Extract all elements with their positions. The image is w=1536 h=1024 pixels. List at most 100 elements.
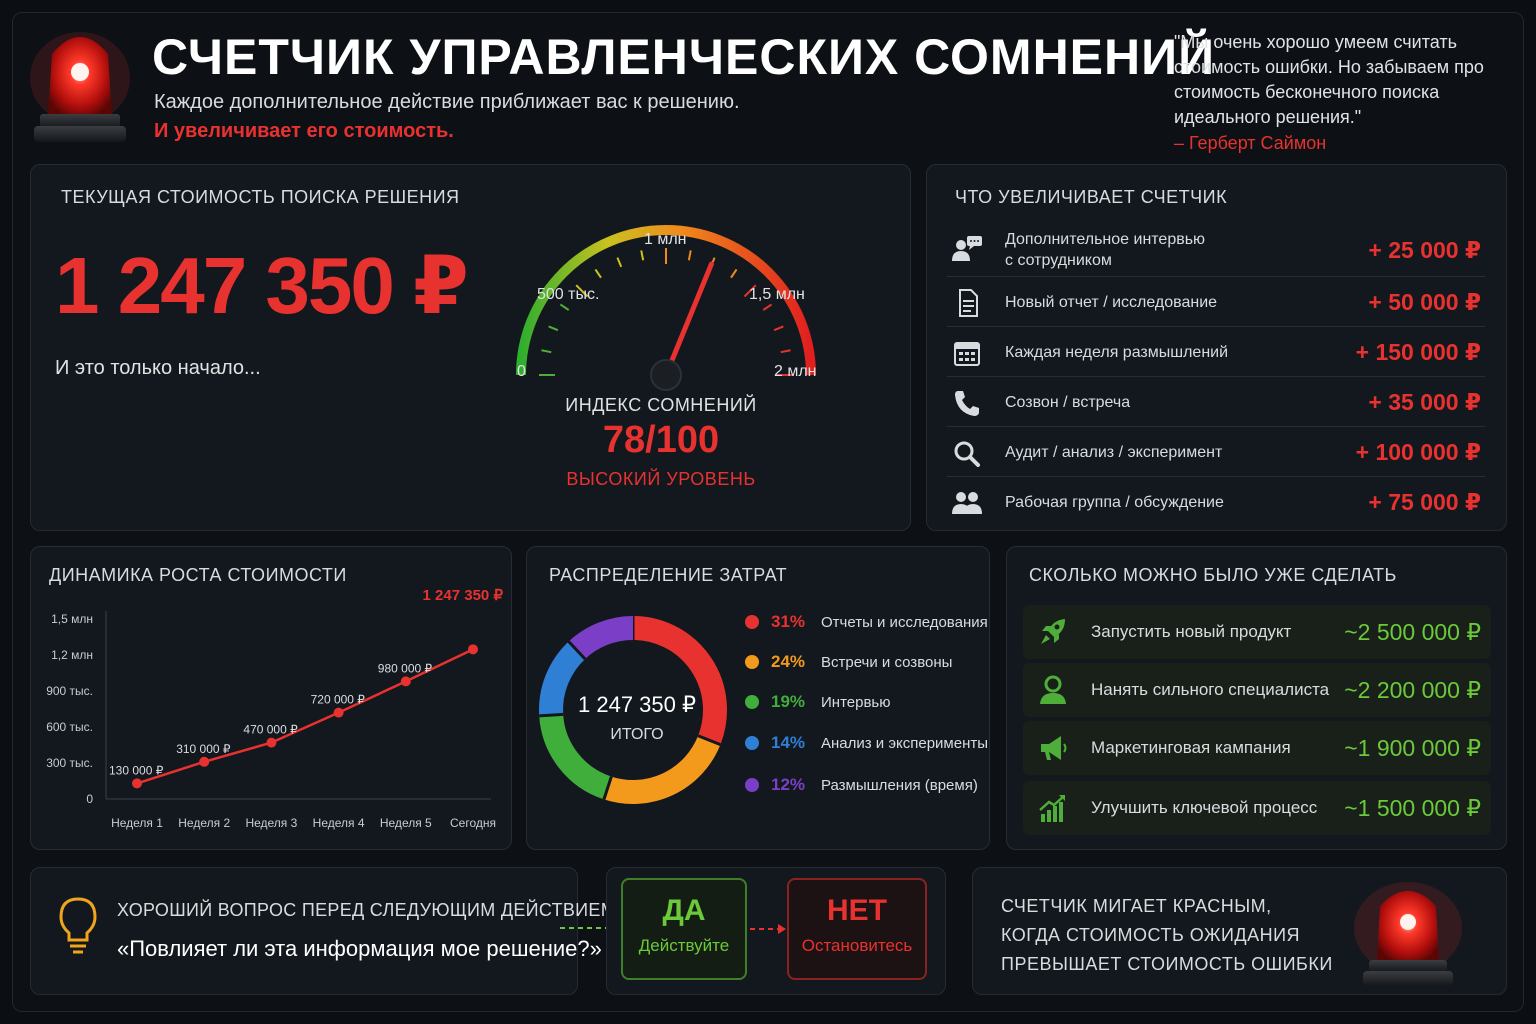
gauge-tick bbox=[541, 349, 552, 354]
x-tick-label: Сегодня bbox=[450, 816, 496, 830]
gauge-tick bbox=[575, 284, 589, 298]
gauge-tick bbox=[687, 250, 692, 261]
legend-label: Анализ и эксперименты bbox=[821, 734, 989, 752]
alternative-label: Запустить новый продукт bbox=[1091, 622, 1292, 641]
legend-item: 31% Отчеты и исследования bbox=[745, 611, 988, 633]
quote-author: – Герберт Саймон bbox=[1174, 133, 1327, 153]
increment-label: Каждая неделя размышлений bbox=[1005, 343, 1229, 361]
alternatives-panel: СКОЛЬКО МОЖНО БЫЛО УЖЕ СДЕЛАТЬ Запустить… bbox=[1006, 546, 1507, 850]
alternative-row: Нанять сильного специалиста ~2 200 000 ₽ bbox=[1023, 663, 1491, 717]
legend-swatch bbox=[745, 736, 759, 750]
y-tick-label: 0 bbox=[86, 792, 93, 806]
gauge-tick bbox=[640, 250, 645, 261]
increments-title: ЧТО УВЕЛИЧИВАЕТ СЧЕТЧИК bbox=[955, 187, 1228, 207]
siren-icon bbox=[1354, 882, 1462, 986]
alternative-label: Улучшить ключевой процесс bbox=[1091, 798, 1318, 817]
x-tick-label: Неделя 2 bbox=[178, 816, 230, 830]
data-label: 720 000 ₽ bbox=[311, 693, 366, 707]
warning-line: КОГДА СТОИМОСТЬ ОЖИДАНИЯ bbox=[1001, 925, 1301, 945]
distribution-donut bbox=[539, 616, 727, 804]
data-label: 470 000 ₽ bbox=[243, 723, 298, 737]
donut-total: 1 247 350 ₽ bbox=[578, 692, 696, 717]
legend-swatch bbox=[745, 615, 759, 629]
gauge-tick bbox=[730, 268, 738, 279]
doubt-index-title: ИНДЕКС СОМНЕНИЙ bbox=[565, 395, 757, 415]
legend-percent: 14% bbox=[771, 733, 806, 752]
legend-swatch bbox=[745, 778, 759, 792]
legend-item: 14% Анализ и эксперименты bbox=[745, 732, 988, 754]
document-icon bbox=[959, 289, 978, 317]
gauge-tick bbox=[762, 303, 773, 311]
increment-row: Новый отчет / исследование + 50 000 ₽ bbox=[947, 277, 1485, 327]
growth-chart: 0 300 тыс. 600 тыс. 900 тыс. 1,2 млн 1,5 млн Н… bbox=[46, 587, 503, 830]
x-tick-label: Неделя 3 bbox=[245, 816, 297, 830]
alternative-value: ~2 200 000 ₽ bbox=[1344, 676, 1481, 703]
data-point bbox=[333, 707, 344, 718]
increment-value: + 35 000 ₽ bbox=[1368, 388, 1481, 415]
legend-percent: 12% bbox=[771, 775, 806, 794]
donut-slice bbox=[603, 735, 721, 804]
legend-item: 24% Встречи и созвоны bbox=[745, 651, 952, 673]
warning-panel: СЧЕТЧИК МИГАЕТ КРАСНЫМ, КОГДА СТОИМОСТЬ … bbox=[972, 867, 1507, 995]
search-icon bbox=[954, 441, 980, 467]
x-tick-label: Неделя 4 bbox=[313, 816, 365, 830]
donut-gap bbox=[539, 712, 564, 718]
gauge-tick bbox=[559, 303, 570, 311]
alternative-row: Улучшить ключевой процесс ~1 500 000 ₽ bbox=[1023, 781, 1491, 835]
increment-value: + 25 000 ₽ bbox=[1368, 236, 1481, 263]
no-button[interactable]: НЕТ Остановитесь bbox=[787, 878, 927, 980]
alternatives-title: СКОЛЬКО МОЖНО БЫЛО УЖЕ СДЕЛАТЬ bbox=[1029, 565, 1397, 585]
warning-text: СЧЕТЧИК МИГАЕТ КРАСНЫМ, КОГДА СТОИМОСТЬ … bbox=[1001, 892, 1333, 979]
specialist-icon bbox=[1040, 675, 1066, 704]
increment-row: Аудит / анализ / эксперимент + 100 000 ₽ bbox=[947, 427, 1485, 477]
distribution-panel: РАСПРЕДЕЛЕНИЕ ЗАТРАТ 1 247 350 ₽ ИТОГО 3… bbox=[526, 546, 990, 850]
y-tick-label: 900 тыс. bbox=[46, 684, 93, 698]
increment-row: Рабочая группа / обсуждение + 75 000 ₽ bbox=[947, 477, 1485, 527]
gauge-tick bbox=[594, 268, 602, 279]
alternative-row: Маркетинговая кампания ~1 900 000 ₽ bbox=[1023, 721, 1491, 775]
gauge-hub bbox=[650, 359, 682, 391]
x-tick-label: Неделя 5 bbox=[380, 816, 432, 830]
doubt-index-value: 78/100 bbox=[602, 419, 720, 461]
gauge-tick bbox=[743, 284, 757, 298]
data-point bbox=[266, 737, 277, 748]
yes-button[interactable]: ДА Действуйте bbox=[621, 878, 747, 980]
question-text: «Повлияет ли эта информация мое решение?… bbox=[117, 936, 602, 961]
group-icon bbox=[952, 492, 982, 514]
data-label: 310 000 ₽ bbox=[176, 742, 231, 756]
cost-panel: ТЕКУЩАЯ СТОИМОСТЬ ПОИСКА РЕШЕНИЯ 1 247 3… bbox=[30, 164, 911, 531]
data-label: 130 000 ₽ bbox=[109, 763, 164, 777]
donut-gap bbox=[697, 734, 721, 746]
rocket-icon bbox=[1041, 619, 1065, 644]
yes-label: ДА bbox=[662, 894, 706, 927]
legend-label: Размышления (время) bbox=[821, 776, 978, 794]
data-label: 980 000 ₽ bbox=[378, 661, 433, 675]
increment-value: + 150 000 ₽ bbox=[1355, 338, 1481, 365]
question-panel: ХОРОШИЙ ВОПРОС ПЕРЕД СЛЕДУЮЩИМ ДЕЙСТВИЕМ… bbox=[30, 867, 616, 995]
alternative-value: ~2 500 000 ₽ bbox=[1344, 618, 1481, 645]
donut-center: 1 247 350 ₽ ИТОГО bbox=[557, 692, 717, 744]
growth-panel: ДИНАМИКА РОСТА СТОИМОСТИ 0 300 тыс. 600 ты… bbox=[30, 546, 512, 850]
growth-title: ДИНАМИКА РОСТА СТОИМОСТИ bbox=[49, 565, 347, 585]
alternative-value: ~1 900 000 ₽ bbox=[1344, 734, 1481, 761]
alternative-value: ~1 500 000 ₽ bbox=[1344, 794, 1481, 821]
increments-panel: ЧТО УВЕЛИЧИВАЕТ СЧЕТЧИК Дополнительное и… bbox=[926, 164, 1507, 531]
legend-swatch bbox=[745, 695, 759, 709]
doubt-gauge bbox=[516, 225, 816, 391]
gauge-tick bbox=[548, 325, 559, 332]
gauge-ticks bbox=[539, 248, 793, 376]
data-point bbox=[199, 756, 210, 767]
phone-icon bbox=[955, 391, 979, 416]
series-line bbox=[136, 648, 474, 785]
alternative-label: Маркетинговая кампания bbox=[1091, 738, 1291, 757]
megaphone-icon bbox=[1041, 736, 1067, 760]
increment-label: Дополнительное интервью с сотрудником bbox=[1005, 231, 1206, 269]
legend-label: Интервью bbox=[821, 693, 891, 711]
gauge-needle bbox=[663, 261, 714, 378]
gauge-arc bbox=[516, 225, 816, 376]
donut-total-label: ИТОГО bbox=[610, 726, 664, 743]
choices-panel: ДА Действуйте НЕТ Остановитесь bbox=[606, 867, 946, 995]
donut-slice bbox=[568, 616, 634, 660]
gauge-label-1-5m: 1,5 млн bbox=[749, 286, 805, 303]
cost-note: И это только начало... bbox=[55, 357, 261, 379]
